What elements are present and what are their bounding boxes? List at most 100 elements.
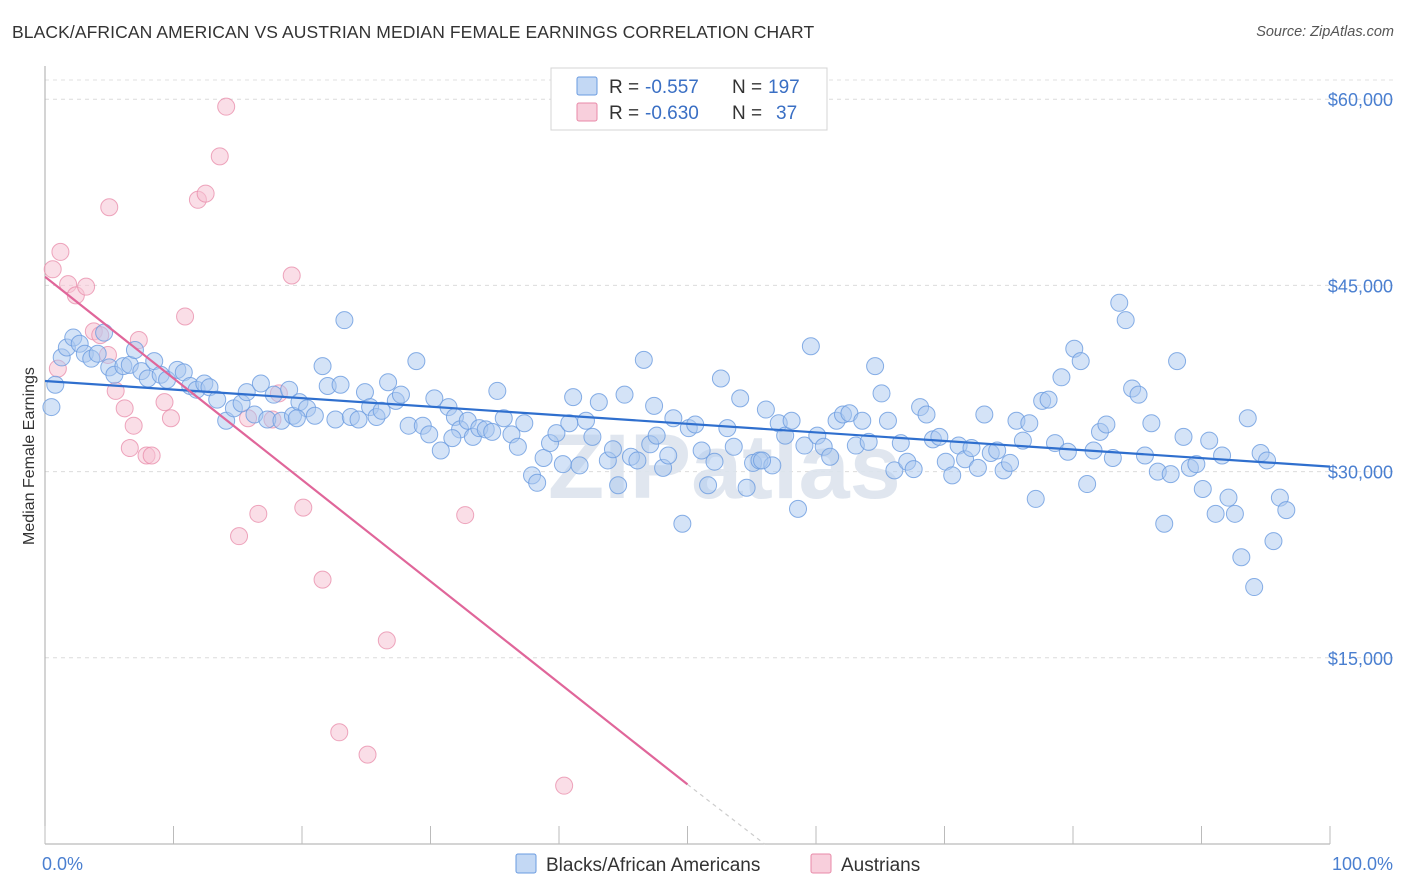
blacks-trend-line [44, 379, 1331, 468]
austrians-point [330, 723, 349, 742]
blacks-point [782, 411, 801, 430]
blacks-point [1026, 489, 1045, 508]
austrians-point [282, 266, 301, 285]
grid-lines [45, 79, 1396, 659]
x-tick-labels: 0.0% 100.0% [42, 854, 1393, 874]
legend-bottom: Blacks/African Americans Austrians [515, 853, 920, 876]
blacks-point [335, 311, 354, 330]
blacks-point [1200, 431, 1219, 450]
legend-bottom-label-blacks: Blacks/African Americans [546, 855, 760, 876]
austrians-point [249, 504, 268, 523]
austrians-points [43, 97, 574, 795]
blacks-point [1245, 578, 1264, 597]
blacks-point [208, 390, 227, 409]
blacks-point [1219, 488, 1238, 507]
blacks-point [1097, 415, 1116, 434]
blacks-point [1103, 448, 1122, 467]
blacks-point [1187, 455, 1206, 474]
austrians-point [555, 776, 574, 795]
blacks-point [872, 384, 891, 403]
blacks-point [878, 411, 897, 430]
blacks-point [1058, 442, 1077, 461]
blacks-point [885, 461, 904, 480]
blacks-point [570, 456, 589, 475]
blacks-point [1078, 475, 1097, 494]
y-tick-label: $30,000 [1328, 463, 1393, 483]
x-tick-label: 0.0% [42, 854, 83, 874]
blacks-point [1232, 548, 1251, 567]
blacks-point [488, 381, 507, 400]
blacks-point [615, 385, 634, 404]
austrians-point [51, 242, 70, 261]
blacks-point [88, 344, 107, 363]
austrians-point [217, 97, 236, 116]
blacks-point [718, 419, 737, 438]
blacks-point [264, 385, 283, 404]
legend-bottom-swatch-austrians [810, 853, 832, 874]
austrians-point [313, 570, 332, 589]
blacks-point [659, 446, 678, 465]
blacks-point [711, 369, 730, 388]
blacks-point [628, 451, 647, 470]
blacks-point [647, 426, 666, 445]
austrians-trend-line [44, 275, 689, 786]
blacks-point [795, 436, 814, 455]
blacks-point [756, 400, 775, 419]
blacks-point [930, 427, 949, 446]
blacks-point [975, 405, 994, 424]
trend-lines [44, 275, 1331, 845]
austrians-point [100, 198, 119, 217]
y-tick-labels: $15,000 $30,000 $45,000 $60,000 [1328, 90, 1393, 669]
blacks-point [821, 447, 840, 466]
austrians-point [77, 277, 96, 296]
austrians-point [456, 506, 475, 525]
legend-r-label-austrians: R = [609, 103, 639, 124]
legend-r-value-blacks: -0.557 [645, 77, 699, 98]
blacks-point [534, 448, 553, 467]
y-tick-label: $45,000 [1328, 276, 1393, 296]
austrians-point [196, 184, 215, 203]
blacks-point [603, 440, 622, 459]
legend-n-label-blacks: N = [732, 77, 762, 98]
austrians-point [377, 631, 396, 650]
blacks-point [789, 499, 808, 518]
blacks-point [1206, 504, 1225, 523]
blacks-point [699, 476, 718, 495]
blacks-point [287, 409, 306, 428]
blacks-point [1039, 390, 1058, 409]
blacks-point [407, 352, 426, 371]
blacks-point [801, 337, 820, 356]
blacks-point [1052, 368, 1071, 387]
axes [44, 66, 1331, 845]
blacks-point [1142, 414, 1161, 433]
blacks-point [420, 425, 439, 444]
source-label: Source: ZipAtlas.com [1256, 24, 1394, 40]
austrians-point [294, 498, 313, 517]
blacks-point [1116, 311, 1135, 330]
blacks-point [1001, 453, 1020, 472]
blacks-point [372, 401, 391, 420]
blacks-point [547, 424, 566, 443]
blacks-point [42, 398, 61, 417]
austrians-point [155, 393, 174, 412]
blacks-point [1071, 352, 1090, 371]
blacks-point [508, 437, 527, 456]
blacks-point [589, 393, 608, 412]
blacks-point [731, 389, 750, 408]
y-axis-label: Median Female Earnings [21, 367, 38, 545]
austrians-point [115, 399, 134, 418]
blacks-point [326, 410, 345, 429]
blacks-point [313, 357, 332, 376]
blacks-point [483, 422, 502, 441]
blacks-point [564, 388, 583, 407]
blacks-point [1213, 446, 1232, 465]
blacks-point [349, 410, 368, 429]
blacks-point [692, 441, 711, 460]
blacks-point [634, 350, 653, 369]
blacks-point [917, 405, 936, 424]
legend-n-value-blacks: 197 [768, 77, 800, 98]
blacks-point [237, 383, 256, 402]
blacks-point [305, 406, 324, 425]
legend-swatch-austrians [576, 102, 598, 122]
